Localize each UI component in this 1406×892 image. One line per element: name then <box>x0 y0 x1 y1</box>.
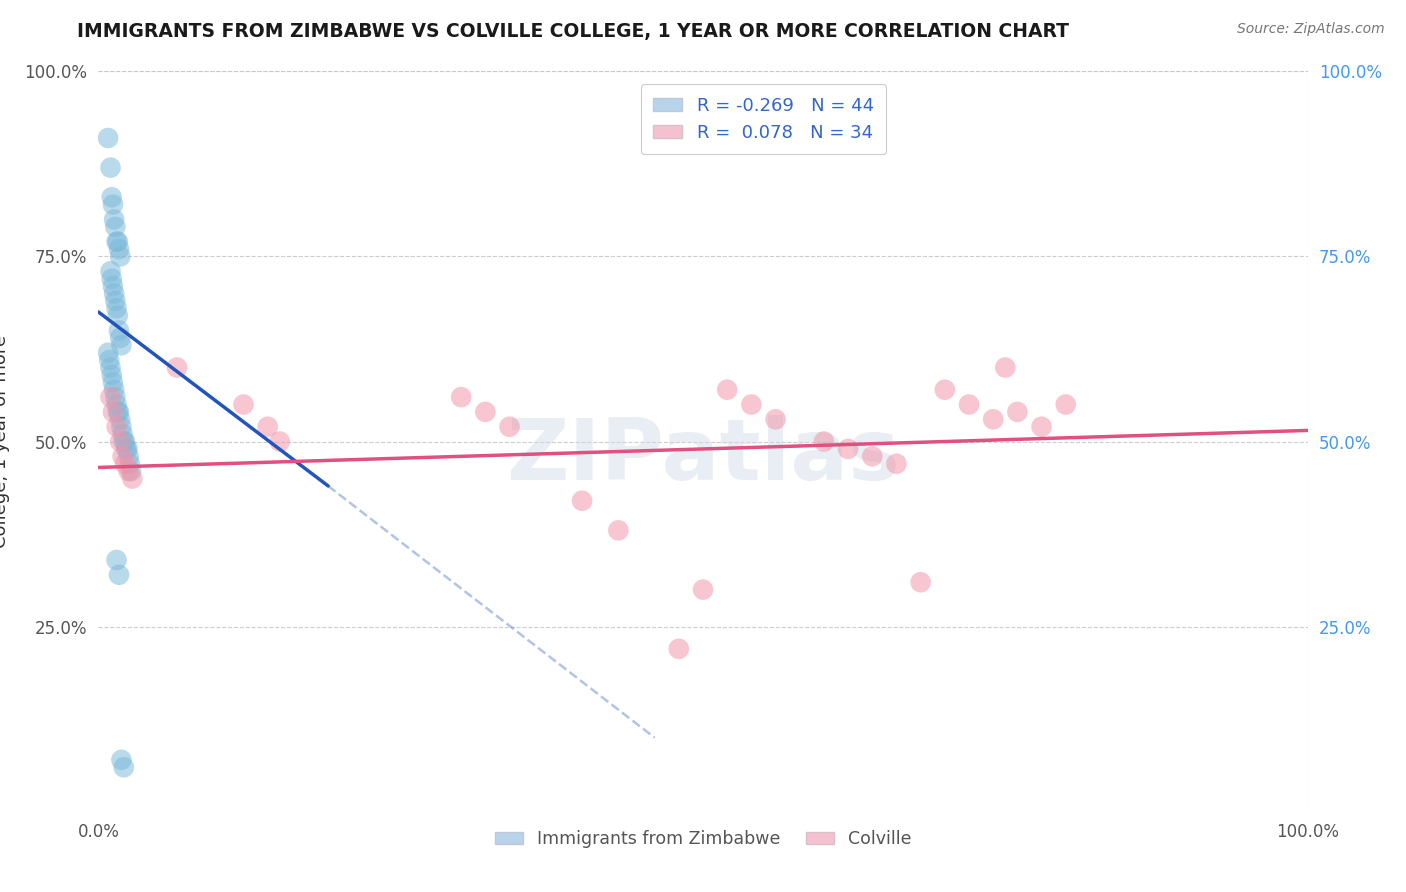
Point <box>97 345 120 359</box>
Point <box>111 450 134 464</box>
Point <box>108 412 131 426</box>
Point <box>107 405 129 419</box>
Point <box>269 434 291 449</box>
Point <box>104 293 127 308</box>
Point <box>100 190 122 204</box>
Point <box>100 161 122 175</box>
Point <box>97 131 120 145</box>
Point <box>104 390 127 404</box>
Point <box>121 471 143 485</box>
Point <box>101 279 124 293</box>
Point <box>100 390 122 404</box>
Point <box>981 412 1004 426</box>
Point <box>934 383 956 397</box>
Point <box>232 398 254 412</box>
Point <box>1031 419 1053 434</box>
Point <box>668 641 690 656</box>
Point <box>957 398 980 412</box>
Point <box>498 419 520 434</box>
Point <box>450 390 472 404</box>
Point <box>101 376 124 390</box>
Point <box>994 360 1017 375</box>
Point <box>474 405 496 419</box>
Point <box>105 553 128 567</box>
Point <box>256 419 278 434</box>
Point <box>108 324 131 338</box>
Legend: Immigrants from Zimbabwe, Colville: Immigrants from Zimbabwe, Colville <box>488 823 918 855</box>
Point <box>716 383 738 397</box>
Point <box>740 398 762 412</box>
Point <box>110 753 132 767</box>
Point <box>108 250 131 264</box>
Point <box>108 331 131 345</box>
Point <box>118 450 141 464</box>
Point <box>111 427 134 442</box>
Point <box>571 493 593 508</box>
Point <box>166 360 188 375</box>
Point <box>100 271 122 285</box>
Point <box>110 338 132 352</box>
Point <box>837 442 859 456</box>
Point <box>114 434 136 449</box>
Point <box>115 442 138 456</box>
Point <box>112 760 135 774</box>
Point <box>101 405 124 419</box>
Y-axis label: College, 1 year or more: College, 1 year or more <box>0 335 10 548</box>
Point <box>103 383 125 397</box>
Point <box>112 434 135 449</box>
Point <box>105 301 128 316</box>
Point <box>104 219 127 234</box>
Point <box>100 368 122 382</box>
Point <box>108 405 131 419</box>
Point <box>108 242 131 256</box>
Point <box>118 464 141 478</box>
Point <box>910 575 932 590</box>
Point <box>692 582 714 597</box>
Point <box>110 419 132 434</box>
Text: IMMIGRANTS FROM ZIMBABWE VS COLVILLE COLLEGE, 1 YEAR OR MORE CORRELATION CHART: IMMIGRANTS FROM ZIMBABWE VS COLVILLE COL… <box>77 22 1070 41</box>
Point <box>108 434 131 449</box>
Point <box>765 412 787 426</box>
Text: ZIPatlas: ZIPatlas <box>506 415 900 498</box>
Point <box>100 360 122 375</box>
Point <box>100 264 122 278</box>
Point <box>607 524 630 538</box>
Point <box>105 419 128 434</box>
Point <box>105 235 128 249</box>
Point <box>118 457 141 471</box>
Point <box>120 464 142 478</box>
Point <box>117 442 139 456</box>
Point <box>98 353 121 368</box>
Text: Source: ZipAtlas.com: Source: ZipAtlas.com <box>1237 22 1385 37</box>
Point <box>107 235 129 249</box>
Point <box>813 434 835 449</box>
Point <box>101 197 124 211</box>
Point <box>103 212 125 227</box>
Point <box>1054 398 1077 412</box>
Point <box>886 457 908 471</box>
Point <box>1007 405 1029 419</box>
Point <box>860 450 883 464</box>
Point <box>103 286 125 301</box>
Point <box>105 398 128 412</box>
Point <box>107 309 129 323</box>
Point <box>108 567 131 582</box>
Point <box>114 457 136 471</box>
